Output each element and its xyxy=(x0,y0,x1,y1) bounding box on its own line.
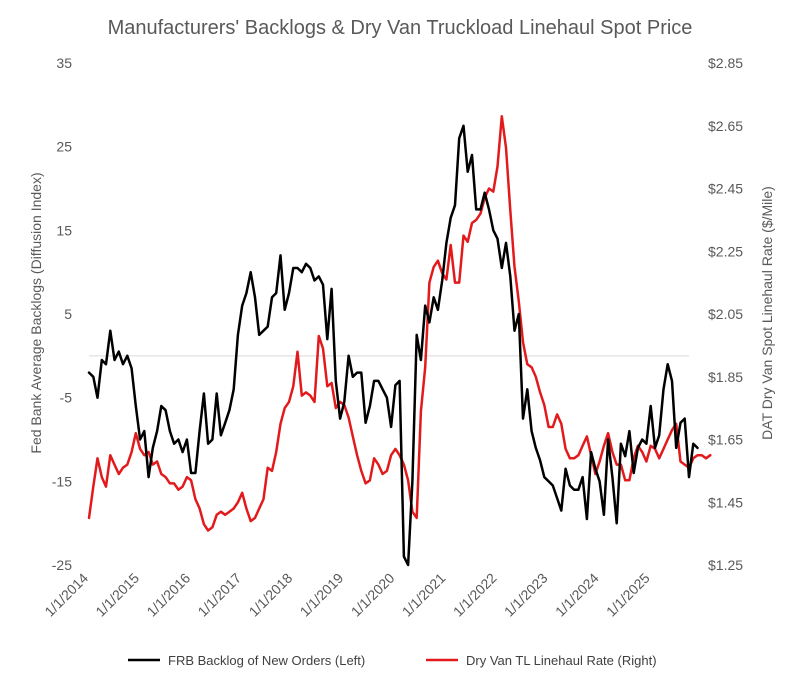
x-tick-label: 1/1/2025 xyxy=(603,570,653,620)
chart-title: Manufacturers' Backlogs & Dry Van Truckl… xyxy=(108,17,693,39)
right-tick-label: $2.45 xyxy=(708,181,743,197)
x-tick-label: 1/1/2024 xyxy=(552,570,602,620)
right-tick-label: $2.85 xyxy=(708,55,743,71)
x-tick-label: 1/1/2021 xyxy=(399,570,449,620)
left-tick-label: 5 xyxy=(64,306,72,322)
right-tick-label: $2.25 xyxy=(708,243,743,259)
left-tick-label: 15 xyxy=(56,222,72,238)
legend-label-frb-backlog: FRB Backlog of New Orders (Left) xyxy=(168,653,365,668)
legend-label-dry-van-rate: Dry Van TL Linehaul Rate (Right) xyxy=(466,653,657,668)
left-tick-label: -15 xyxy=(52,473,72,489)
series-line-dry-van-rate xyxy=(87,115,712,532)
x-tick-label: 1/1/2022 xyxy=(450,570,500,620)
right-axis-ticks: $2.85 $2.65 $2.45 $2.25 $2.05 $1.85 $1.65 $1.45… xyxy=(708,55,743,573)
right-tick-label: $1.25 xyxy=(708,557,743,573)
x-tick-label: 1/1/2016 xyxy=(143,570,193,620)
right-tick-label: $1.45 xyxy=(708,494,743,510)
x-axis-ticks: 1/1/2014 1/1/2015 1/1/2016 1/1/2017 1/1/2018… xyxy=(41,570,653,620)
right-tick-label: $2.05 xyxy=(708,306,743,322)
left-axis-title: Fed Bank Average Backlogs (Diffusion Ind… xyxy=(28,172,44,453)
x-tick-label: 1/1/2017 xyxy=(194,570,244,620)
right-tick-label: $1.65 xyxy=(708,432,743,448)
x-tick-label: 1/1/2018 xyxy=(246,570,296,620)
legend: FRB Backlog of New Orders (Left) Dry Van… xyxy=(128,653,657,668)
right-axis-title: DAT Dry Van Spot Linehaul Rate ($/Mile) xyxy=(759,186,775,440)
x-tick-label: 1/1/2014 xyxy=(41,570,91,620)
left-tick-label: 25 xyxy=(56,139,72,155)
series-layer xyxy=(87,115,712,567)
left-axis-ticks: 35 25 15 5 -5 -15 -25 xyxy=(52,55,72,573)
left-tick-label: -5 xyxy=(60,390,73,406)
right-tick-label: $1.85 xyxy=(708,369,743,385)
series-line-frb-backlog xyxy=(87,124,699,567)
left-tick-label: -25 xyxy=(52,557,72,573)
x-tick-label: 1/1/2020 xyxy=(348,570,398,620)
x-tick-label: 1/1/2019 xyxy=(297,570,347,620)
x-tick-label: 1/1/2015 xyxy=(92,570,142,620)
right-tick-label: $2.65 xyxy=(708,118,743,134)
x-tick-label: 1/1/2023 xyxy=(501,570,551,620)
left-tick-label: 35 xyxy=(56,55,72,71)
